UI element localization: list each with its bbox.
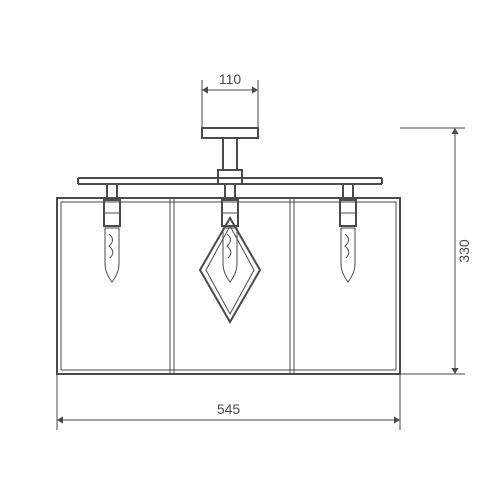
dim-right-label: 330: [456, 239, 472, 263]
dim-bottom-label: 545: [217, 401, 241, 417]
technical-drawing: 110 330 545: [0, 0, 500, 500]
dim-top-label: 110: [219, 71, 242, 87]
